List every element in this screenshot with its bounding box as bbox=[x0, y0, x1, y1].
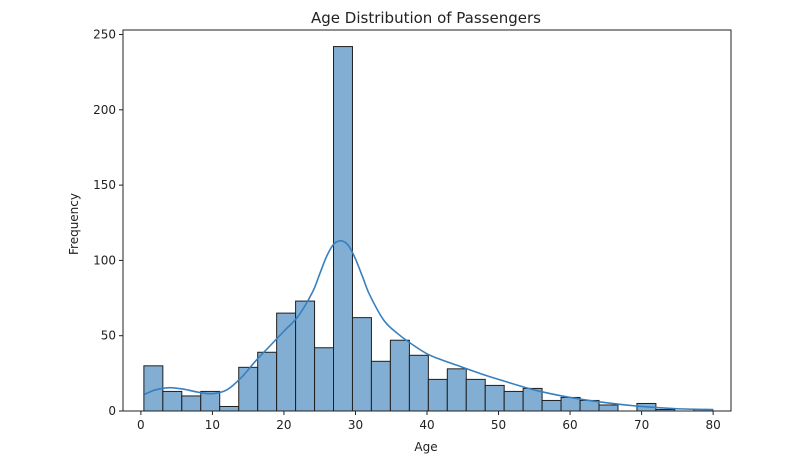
histogram-bar bbox=[427, 378, 448, 412]
x-tick-label: 40 bbox=[419, 418, 434, 432]
histogram-bar bbox=[333, 46, 353, 412]
x-tick-label: 10 bbox=[205, 418, 220, 432]
y-tick-label: 0 bbox=[108, 404, 116, 418]
x-axis-label: Age bbox=[414, 440, 437, 454]
histogram-bar bbox=[276, 312, 297, 412]
y-tick-label: 200 bbox=[93, 103, 116, 117]
histogram-bar bbox=[484, 384, 505, 412]
histogram-bar bbox=[408, 354, 429, 412]
histogram-bar bbox=[541, 399, 562, 412]
histogram-bar bbox=[389, 339, 410, 412]
histogram-bar bbox=[560, 396, 581, 412]
histogram-bar bbox=[465, 378, 486, 412]
x-tick-label: 0 bbox=[137, 418, 145, 432]
x-tick-label: 70 bbox=[634, 418, 649, 432]
x-tick-label: 30 bbox=[348, 418, 363, 432]
histogram-bar bbox=[314, 347, 335, 412]
y-tick-label: 250 bbox=[93, 28, 116, 42]
x-tick-label: 80 bbox=[705, 418, 720, 432]
histogram-bar bbox=[162, 390, 183, 412]
x-tick-label: 20 bbox=[276, 418, 291, 432]
plot-area: 0 10 20 30 40 50 60 70 80 0 50 100 150 200 250 bbox=[93, 28, 732, 432]
x-tick-label: 50 bbox=[491, 418, 506, 432]
histogram-bar bbox=[503, 390, 524, 412]
histogram-bar bbox=[351, 317, 372, 412]
histogram-bar bbox=[598, 404, 619, 412]
histogram-bar bbox=[370, 360, 391, 412]
histogram-bar bbox=[446, 368, 467, 412]
y-tick-label: 150 bbox=[93, 178, 116, 192]
chart-title: Age Distribution of Passengers bbox=[311, 9, 541, 27]
y-tick-label: 50 bbox=[101, 329, 116, 343]
histogram-bar bbox=[295, 300, 316, 412]
histogram-bar bbox=[238, 366, 259, 412]
kde-line bbox=[144, 239, 714, 411]
y-axis-label: Frequency bbox=[67, 193, 81, 255]
histogram-bar bbox=[257, 351, 278, 412]
y-tick-label: 100 bbox=[93, 253, 116, 267]
x-tick-label: 60 bbox=[562, 418, 577, 432]
histogram-bar bbox=[219, 405, 240, 412]
histogram-bar bbox=[181, 395, 202, 412]
